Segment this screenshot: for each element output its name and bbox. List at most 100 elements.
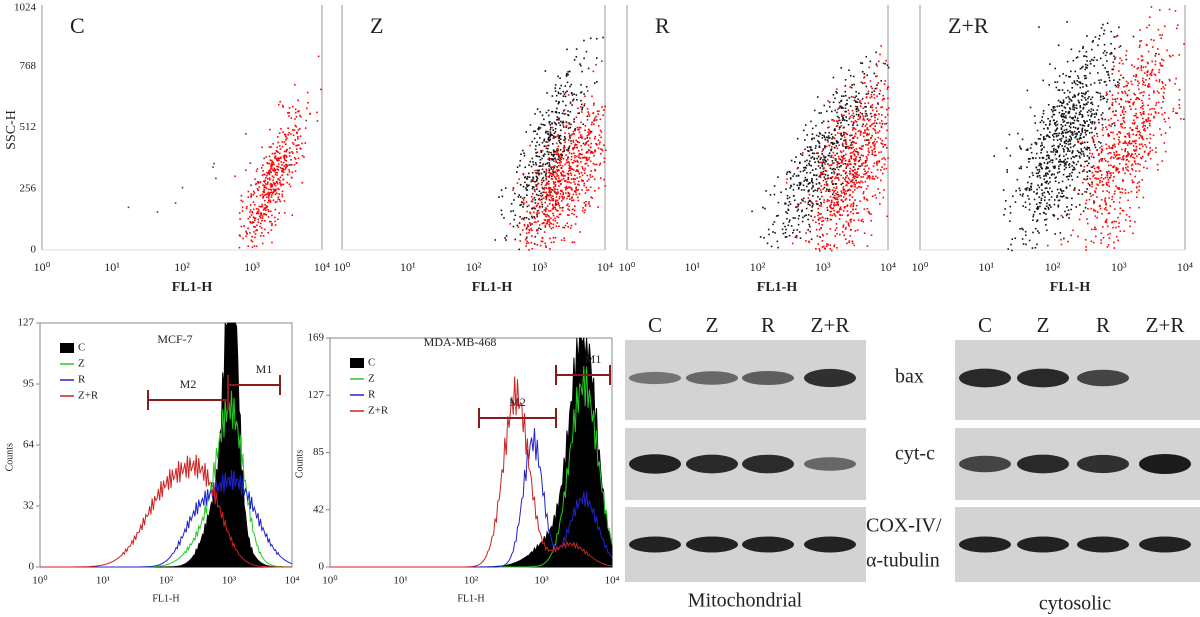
event-dot (542, 176, 545, 179)
event-dot (1091, 113, 1093, 115)
event-dot (535, 155, 538, 157)
event-dot (833, 212, 835, 215)
event-dot (816, 96, 819, 98)
event-dot (1108, 170, 1110, 173)
event-dot (1044, 208, 1047, 210)
event-dot (277, 218, 279, 221)
event-dot (554, 157, 556, 160)
event-dot (1018, 187, 1021, 190)
event-dot (814, 216, 816, 218)
event-dot (266, 205, 269, 208)
event-dot (826, 158, 829, 161)
event-dot (842, 186, 845, 188)
event-dot (548, 169, 551, 172)
event-dot (838, 119, 841, 122)
event-dot (809, 146, 811, 148)
event-dot (1061, 190, 1063, 192)
event-dot (1106, 101, 1108, 103)
event-dot (845, 226, 847, 229)
event-dot (1048, 135, 1050, 138)
event-dot (868, 177, 871, 180)
event-dot (1045, 123, 1047, 126)
x-tick-label: 10⁴ (314, 260, 330, 274)
panel-label: R (655, 13, 670, 38)
event-dot (566, 158, 569, 160)
event-dot (862, 220, 864, 223)
event-dot (551, 110, 554, 113)
event-dot (820, 201, 822, 204)
event-dot (570, 182, 572, 184)
event-dot (276, 174, 278, 176)
x-tick-label: 10¹ (96, 575, 110, 587)
event-dot (1020, 165, 1022, 168)
event-dot (1062, 147, 1065, 150)
event-dot (1113, 176, 1115, 178)
event-dot (1142, 122, 1145, 124)
event-dot (569, 85, 571, 88)
event-dot (1094, 170, 1097, 173)
event-dot (1070, 123, 1072, 126)
event-dot (882, 62, 885, 65)
event-dot (577, 169, 579, 172)
event-dot (873, 72, 876, 75)
event-dot (855, 204, 858, 207)
event-dot (1098, 141, 1100, 143)
event-dot (853, 99, 856, 102)
event-dot (273, 170, 275, 172)
event-dot (845, 147, 847, 149)
event-dot (1019, 228, 1021, 230)
event-dot (583, 39, 585, 42)
event-dot (501, 195, 504, 198)
event-dot (1050, 108, 1053, 111)
event-dot (789, 177, 792, 180)
event-dot (818, 228, 821, 231)
event-dot (1113, 36, 1115, 38)
event-dot (600, 148, 603, 151)
event-dot (288, 164, 290, 167)
x-tick-label: 10¹ (978, 260, 994, 274)
x-tick-label: 10² (1045, 260, 1061, 274)
event-dot (1081, 95, 1084, 98)
event-dot (1047, 117, 1049, 120)
event-dot (1062, 190, 1065, 192)
event-dot (849, 193, 851, 196)
event-dot (589, 37, 592, 40)
blot-band (959, 368, 1011, 388)
event-dot (554, 219, 557, 222)
event-dot (604, 149, 607, 152)
event-dot (534, 130, 537, 133)
event-dot (1128, 153, 1130, 156)
event-dot (865, 105, 867, 108)
event-dot (285, 166, 287, 169)
event-dot (282, 106, 285, 108)
lane-label: Z (706, 313, 719, 337)
event-dot (872, 142, 874, 144)
scatter-cloud (785, 45, 890, 252)
event-dot (881, 106, 884, 108)
event-dot (272, 176, 275, 179)
event-dot (1005, 199, 1007, 202)
event-dot (818, 248, 821, 250)
event-dot (285, 139, 287, 141)
event-dot (1051, 110, 1054, 113)
event-dot (588, 115, 591, 117)
event-dot (537, 128, 540, 131)
event-dot (1088, 156, 1091, 159)
event-dot (845, 133, 848, 135)
event-dot (568, 164, 570, 167)
event-dot (582, 179, 584, 182)
event-dot (870, 137, 872, 139)
event-dot (554, 217, 556, 220)
event-dot (301, 154, 304, 157)
event-dot (1145, 146, 1148, 148)
event-dot (1146, 137, 1148, 140)
event-dot (554, 191, 556, 193)
event-dot (569, 169, 571, 172)
event-dot (820, 161, 822, 164)
event-dot (1146, 61, 1149, 64)
event-dot (543, 171, 546, 173)
event-dot (550, 191, 552, 193)
event-dot (546, 221, 549, 223)
event-dot (1084, 63, 1087, 66)
event-dot (604, 105, 606, 108)
